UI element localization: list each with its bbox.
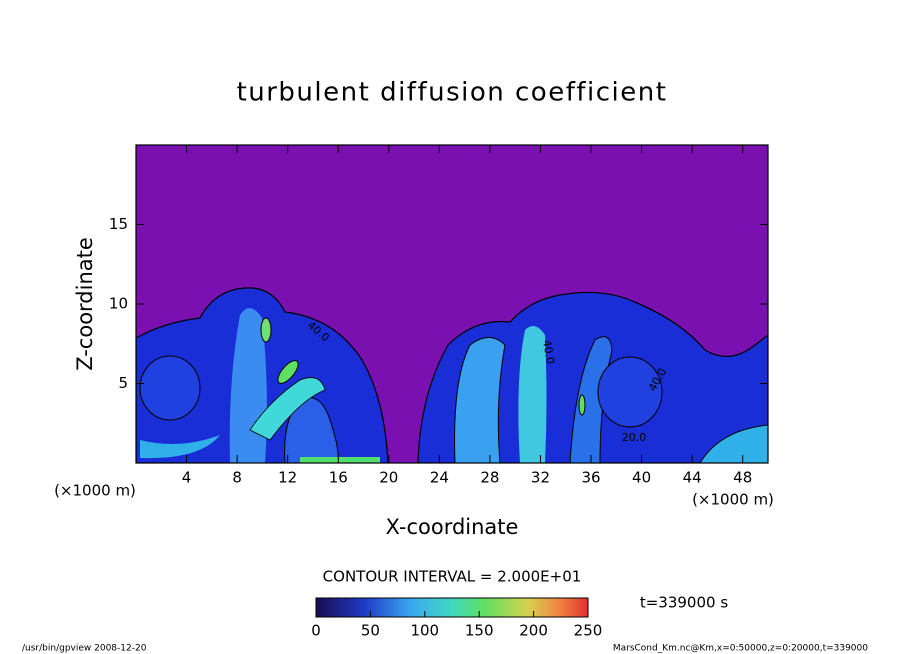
contour-interval: CONTOUR INTERVAL = 2.000E+01: [323, 568, 582, 586]
x-axis-label: X-coordinate: [386, 515, 519, 539]
colorbar-tick-label: 250: [574, 622, 603, 640]
x-tick-label: 32: [531, 469, 550, 487]
colorbar: [315, 597, 589, 618]
x-tick-label: 48: [733, 469, 752, 487]
x-tick-label: 12: [278, 469, 297, 487]
x-tick-label: 4: [182, 469, 192, 487]
contour-label: 40.0: [540, 339, 557, 365]
colorbar-tick-label: 0: [311, 622, 321, 640]
contour-label: 20.0: [622, 431, 647, 444]
x-tick-label: 8: [232, 469, 242, 487]
footer-right: MarsCond_Km.nc@Km,x=0:50000,z=0:20000,t=…: [613, 644, 868, 654]
contour-field: [136, 145, 768, 463]
x-unit: (×1000 m): [692, 491, 774, 509]
x-tick-label: 40: [632, 469, 651, 487]
x-tick-label: 20: [379, 469, 398, 487]
x-tick-label: 24: [430, 469, 449, 487]
colorbar-tick-label: 200: [519, 622, 548, 640]
y-axis-label: Z-coordinate: [73, 237, 97, 371]
y-unit: (×1000 m): [54, 482, 136, 500]
colorbar-tick-label: 50: [361, 622, 380, 640]
chart-title: turbulent diffusion coefficient: [237, 78, 668, 108]
x-tick-label: 28: [480, 469, 499, 487]
time-label: t=339000 s: [640, 594, 728, 612]
x-tick-label: 44: [683, 469, 702, 487]
x-tick-label: 16: [329, 469, 348, 487]
colorbar-tick-label: 150: [465, 622, 494, 640]
footer-left: /usr/bin/gpview 2008-12-20: [22, 644, 147, 654]
colorbar-tick-label: 100: [410, 622, 439, 640]
y-tick-label: 5: [118, 374, 128, 392]
y-tick-label: 15: [109, 215, 128, 233]
x-tick-label: 36: [581, 469, 600, 487]
y-tick-label: 10: [109, 295, 128, 313]
